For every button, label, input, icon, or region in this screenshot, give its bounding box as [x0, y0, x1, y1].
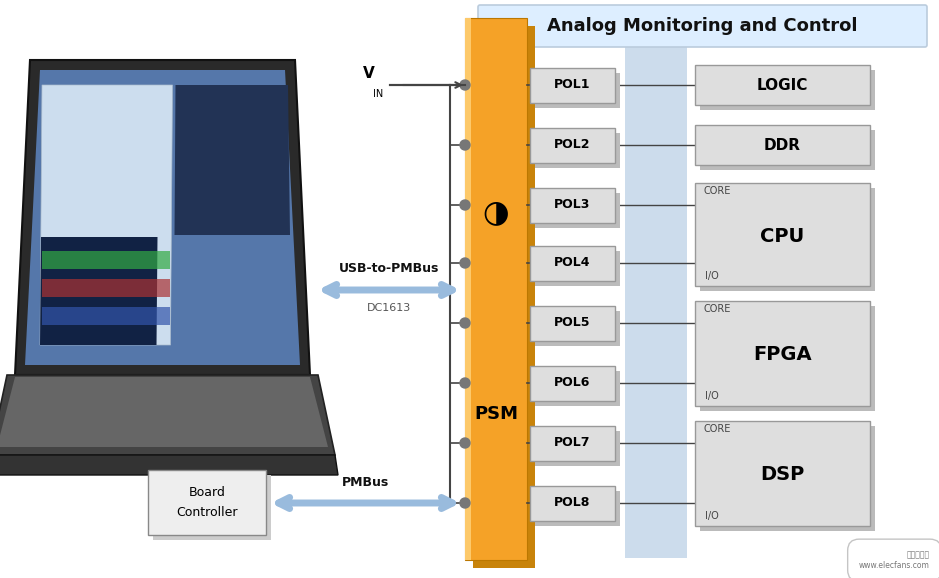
- FancyBboxPatch shape: [700, 130, 875, 170]
- Polygon shape: [0, 375, 335, 455]
- FancyBboxPatch shape: [535, 72, 620, 108]
- Circle shape: [460, 80, 470, 90]
- Text: DSP: DSP: [761, 465, 805, 484]
- FancyBboxPatch shape: [695, 125, 870, 165]
- Text: POL1: POL1: [554, 79, 591, 91]
- FancyBboxPatch shape: [535, 250, 620, 286]
- FancyBboxPatch shape: [535, 310, 620, 346]
- Text: I/O: I/O: [705, 391, 718, 401]
- Text: CORE: CORE: [703, 187, 731, 197]
- Text: Board: Board: [189, 486, 225, 499]
- Text: USB-to-PMBus: USB-to-PMBus: [339, 261, 439, 275]
- FancyBboxPatch shape: [465, 18, 471, 560]
- FancyBboxPatch shape: [700, 306, 875, 410]
- FancyBboxPatch shape: [42, 279, 170, 297]
- FancyBboxPatch shape: [695, 301, 870, 406]
- FancyBboxPatch shape: [530, 187, 615, 223]
- FancyBboxPatch shape: [695, 65, 870, 105]
- Text: POL5: POL5: [554, 317, 591, 329]
- FancyBboxPatch shape: [42, 307, 170, 325]
- Polygon shape: [40, 85, 173, 345]
- Text: I/O: I/O: [705, 510, 718, 521]
- FancyBboxPatch shape: [153, 475, 271, 540]
- FancyBboxPatch shape: [530, 425, 615, 461]
- FancyBboxPatch shape: [535, 431, 620, 465]
- Polygon shape: [175, 85, 290, 235]
- Text: FPGA: FPGA: [753, 346, 812, 365]
- FancyBboxPatch shape: [535, 370, 620, 406]
- Polygon shape: [15, 60, 310, 375]
- FancyBboxPatch shape: [535, 132, 620, 168]
- FancyBboxPatch shape: [530, 306, 615, 340]
- Text: CORE: CORE: [703, 305, 731, 314]
- Text: POL7: POL7: [554, 436, 591, 450]
- Circle shape: [460, 200, 470, 210]
- FancyBboxPatch shape: [530, 246, 615, 280]
- Text: IN: IN: [373, 89, 383, 99]
- Text: POL4: POL4: [554, 257, 591, 269]
- Text: CORE: CORE: [703, 424, 731, 435]
- Circle shape: [460, 318, 470, 328]
- Text: DC1613: DC1613: [367, 303, 411, 313]
- FancyBboxPatch shape: [530, 486, 615, 521]
- Text: Analog Monitoring and Control: Analog Monitoring and Control: [547, 17, 857, 35]
- FancyBboxPatch shape: [625, 23, 687, 558]
- Text: POL3: POL3: [554, 198, 591, 212]
- Text: POL6: POL6: [554, 376, 591, 390]
- Polygon shape: [25, 70, 300, 365]
- Circle shape: [460, 498, 470, 508]
- Text: ◑: ◑: [483, 198, 509, 227]
- FancyBboxPatch shape: [700, 425, 875, 531]
- FancyBboxPatch shape: [695, 183, 870, 286]
- FancyBboxPatch shape: [42, 251, 170, 269]
- FancyBboxPatch shape: [700, 70, 875, 110]
- Text: CPU: CPU: [761, 227, 805, 246]
- Text: I/O: I/O: [705, 271, 718, 280]
- Circle shape: [460, 258, 470, 268]
- FancyBboxPatch shape: [530, 68, 615, 102]
- FancyBboxPatch shape: [535, 491, 620, 525]
- Circle shape: [460, 140, 470, 150]
- Text: POL8: POL8: [554, 497, 591, 509]
- Text: POL2: POL2: [554, 139, 591, 151]
- FancyBboxPatch shape: [478, 5, 927, 47]
- Text: Controller: Controller: [177, 506, 238, 519]
- Polygon shape: [40, 237, 158, 345]
- Text: 电子发烧友
www.elecfans.com: 电子发烧友 www.elecfans.com: [859, 551, 930, 570]
- Text: V: V: [363, 66, 375, 81]
- Polygon shape: [0, 377, 328, 447]
- FancyBboxPatch shape: [530, 128, 615, 162]
- Text: LOGIC: LOGIC: [757, 77, 808, 92]
- FancyBboxPatch shape: [473, 26, 535, 568]
- Text: PSM: PSM: [474, 405, 518, 423]
- Text: DDR: DDR: [764, 138, 801, 153]
- FancyBboxPatch shape: [535, 192, 620, 228]
- FancyBboxPatch shape: [700, 187, 875, 291]
- Polygon shape: [0, 455, 338, 475]
- FancyBboxPatch shape: [148, 470, 266, 535]
- FancyBboxPatch shape: [465, 18, 527, 560]
- FancyBboxPatch shape: [695, 421, 870, 525]
- FancyBboxPatch shape: [530, 365, 615, 401]
- Circle shape: [460, 378, 470, 388]
- Text: PMBus: PMBus: [342, 476, 389, 490]
- Circle shape: [460, 438, 470, 448]
